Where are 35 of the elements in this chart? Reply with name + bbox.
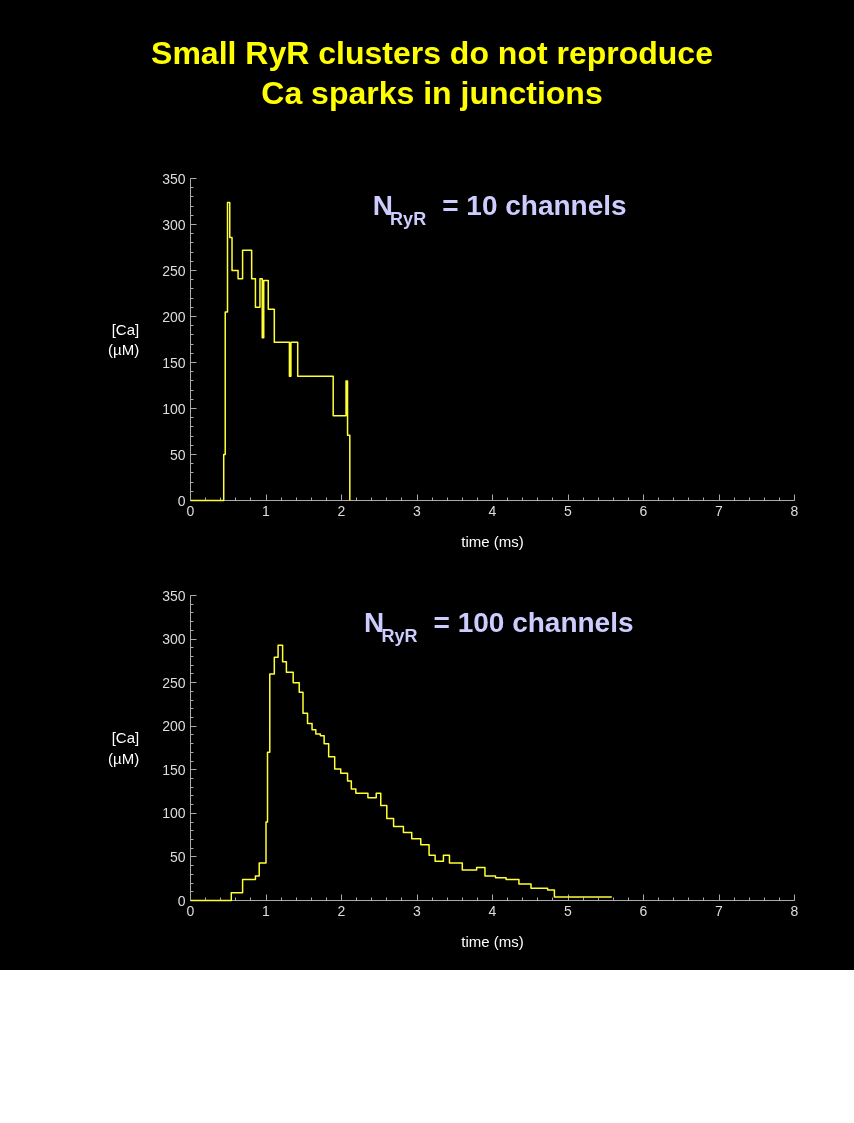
- y-tick-label: 50: [169, 848, 186, 865]
- chart-title: Small RyR clusters do not reproduce Ca sparks in junctions: [151, 34, 713, 113]
- y-tick-label: 300: [162, 631, 186, 648]
- y-tick-label: 250: [162, 674, 186, 691]
- y-tick-label: 100: [162, 805, 186, 822]
- y-axis-title: [Ca] (µM): [108, 729, 140, 767]
- x-tick-label: 3: [413, 502, 422, 519]
- y-tick-label: 350: [162, 587, 186, 604]
- x-tick-label: 7: [715, 902, 724, 919]
- x-tick-label: 7: [715, 502, 724, 519]
- y-tick-label: 300: [162, 216, 186, 233]
- x-tick-label: 1: [262, 502, 271, 519]
- x-tick-label: 5: [564, 902, 573, 919]
- x-tick-label: 4: [488, 902, 497, 919]
- y-axis-title: [Ca] (µM): [108, 320, 140, 359]
- y-tick-label: 150: [162, 354, 186, 371]
- x-tick-label: 1: [262, 902, 271, 919]
- y-tick-label: 350: [162, 170, 186, 187]
- x-tick-label: 4: [488, 502, 497, 519]
- y-tick-label: 200: [162, 308, 186, 325]
- y-tick-label: 100: [162, 400, 186, 417]
- y-tick-label: 200: [162, 718, 186, 735]
- x-tick-label: 2: [337, 902, 346, 919]
- y-tick-label: 250: [162, 262, 186, 279]
- y-tick-label: 150: [162, 761, 186, 778]
- y-tick-label: 50: [169, 446, 186, 463]
- x-tick-label: 2: [337, 502, 346, 519]
- x-tick-label: 3: [413, 902, 422, 919]
- x-axis-title: time (ms): [461, 532, 524, 550]
- x-tick-label: 8: [790, 502, 799, 519]
- x-tick-label: 6: [639, 902, 648, 919]
- x-tick-label: 6: [639, 502, 648, 519]
- x-tick-label: 8: [790, 902, 799, 919]
- x-axis-title: time (ms): [461, 932, 524, 950]
- x-tick-label: 5: [564, 502, 573, 519]
